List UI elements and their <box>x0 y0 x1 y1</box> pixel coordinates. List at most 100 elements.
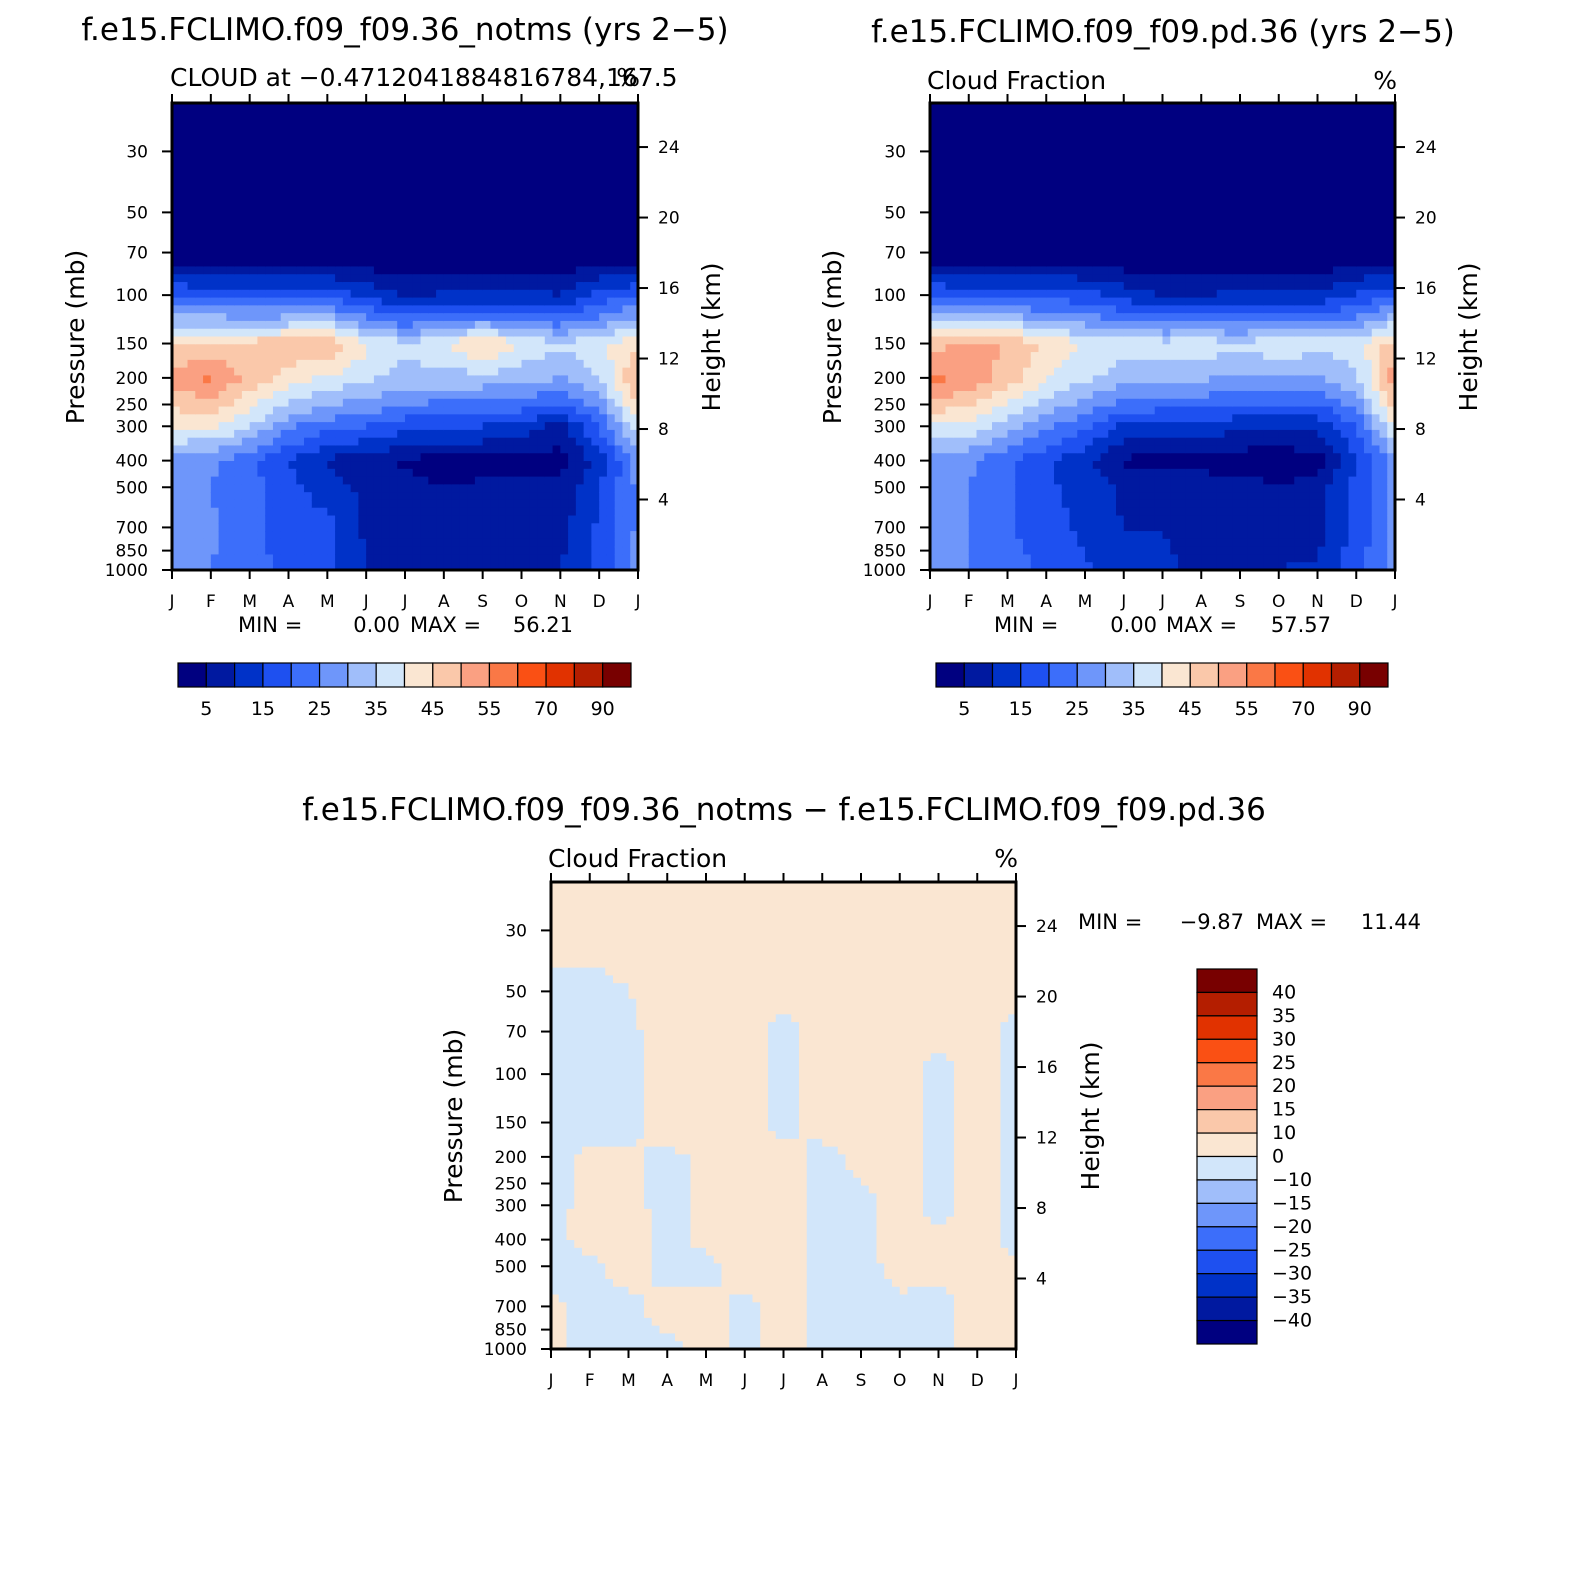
contour-cell <box>172 422 181 431</box>
contour-cell <box>490 274 499 283</box>
contour-cell <box>953 344 962 353</box>
contour-cell <box>1046 414 1055 423</box>
colorbar-label: 45 <box>421 698 445 720</box>
contour-cell <box>1077 266 1086 275</box>
contour-cell <box>1038 453 1047 462</box>
contour-cell <box>1030 165 1040 174</box>
contour-cell <box>366 468 375 478</box>
contour-cell <box>498 196 507 205</box>
contour-cell <box>622 445 631 454</box>
contour-cell <box>1030 422 1040 431</box>
contour-cell <box>443 211 453 221</box>
contour-cell <box>389 546 398 556</box>
contour-cell <box>474 180 484 190</box>
contour-cell <box>552 250 561 260</box>
contour-cell <box>568 211 577 221</box>
contour-cell <box>1077 204 1086 213</box>
contour-cell <box>1007 414 1016 423</box>
contour-cell <box>342 562 352 571</box>
contour-cell <box>373 344 383 353</box>
contour-cell <box>505 103 515 112</box>
contour-cell <box>319 313 328 322</box>
contour-cell <box>311 398 321 408</box>
contour-cell <box>560 562 569 571</box>
contour-cell <box>474 250 484 260</box>
contour-cell <box>930 118 939 127</box>
contour-cell <box>1015 507 1024 517</box>
panel-pd: f.e15.FCLIMO.f09_f09.pd.36 (yrs 2−5) Clo… <box>818 14 1483 720</box>
contour-cell <box>1038 211 1047 221</box>
contour-cell <box>304 484 313 493</box>
contour-cell <box>257 320 266 330</box>
contour-cell <box>568 453 577 462</box>
contour-cell <box>482 367 492 377</box>
contour-cell <box>961 390 970 400</box>
contour-cell <box>350 476 359 485</box>
contour-cell <box>591 538 600 548</box>
contour-cell <box>529 282 538 291</box>
contour-cell <box>451 289 460 299</box>
colorbar-label: 55 <box>477 698 501 720</box>
contour-cell <box>389 289 398 299</box>
contour-cell <box>961 523 970 532</box>
contour-cell <box>451 445 460 454</box>
contour-cell <box>428 367 437 377</box>
contour-cell <box>443 243 453 252</box>
contour-cell <box>234 165 243 174</box>
contour-cell <box>459 243 468 252</box>
contour-cell <box>203 367 212 377</box>
contour-cell <box>537 266 546 275</box>
contour-cell <box>172 468 181 478</box>
contour-cell <box>1030 320 1040 330</box>
contour-cell <box>1061 328 1071 338</box>
contour-cell <box>992 523 1001 532</box>
contour-cell <box>498 352 507 361</box>
contour-cell <box>241 282 251 291</box>
colorbar-swatch <box>602 662 632 688</box>
contour-cell <box>606 188 616 197</box>
contour-cell <box>537 390 546 400</box>
contour-cell <box>953 250 962 260</box>
contour-cell <box>358 531 367 540</box>
contour-cell <box>1046 352 1055 361</box>
contour-cell <box>937 468 947 478</box>
contour-cell <box>249 126 259 135</box>
contour-cell <box>937 110 947 120</box>
contour-cell <box>552 235 561 244</box>
contour-cell <box>366 157 375 166</box>
contour-cell <box>327 110 336 120</box>
contour-cell <box>172 429 181 439</box>
contour-cell <box>1007 468 1016 478</box>
contour-cell <box>226 258 235 268</box>
contour-cell <box>968 149 978 159</box>
contour-cell <box>272 367 282 377</box>
contour-cell <box>389 531 398 540</box>
contour-cell <box>304 476 313 485</box>
contour-cell <box>272 204 282 213</box>
contour-cell <box>498 243 507 252</box>
contour-cell <box>552 173 561 182</box>
contour-cell <box>203 484 212 493</box>
contour-cell <box>195 149 204 159</box>
contour-cell <box>358 499 367 509</box>
x-tick-label: F <box>206 592 216 612</box>
contour-cell <box>327 367 336 377</box>
contour-cell <box>319 492 328 501</box>
contour-cell <box>999 367 1009 377</box>
contour-cell <box>210 390 220 400</box>
contour-cell <box>420 546 429 556</box>
contour-cell <box>436 468 445 478</box>
contour-cell <box>1007 211 1016 221</box>
contour-cell <box>568 157 577 166</box>
contour-cell <box>1015 437 1024 447</box>
contour-cell <box>630 180 639 190</box>
contour-cell <box>304 499 313 509</box>
contour-cell <box>172 204 181 213</box>
contour-cell <box>249 180 259 190</box>
contour-cell <box>1046 258 1055 268</box>
contour-cell <box>443 313 453 322</box>
contour-cell <box>319 110 328 120</box>
contour-cell <box>1069 180 1078 190</box>
contour-cell <box>373 274 383 283</box>
pressure-tick-label: 300 <box>116 417 148 437</box>
